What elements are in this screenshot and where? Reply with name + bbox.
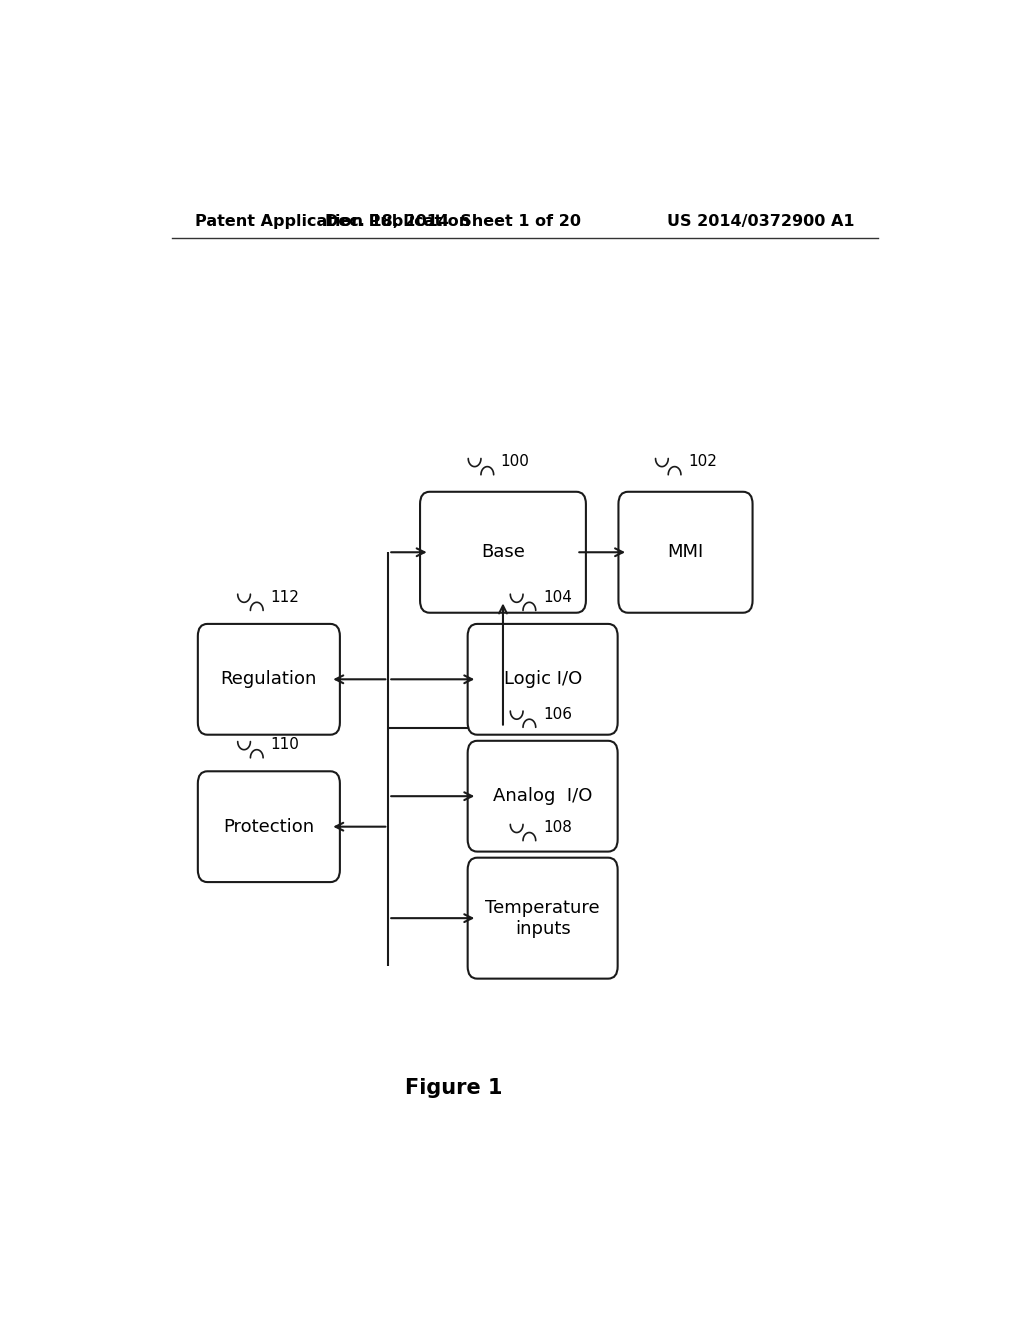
Text: 102: 102 — [688, 454, 717, 469]
Text: 106: 106 — [543, 706, 571, 722]
Text: Analog  I/O: Analog I/O — [493, 787, 592, 805]
FancyBboxPatch shape — [468, 741, 617, 851]
Text: Temperature
inputs: Temperature inputs — [485, 899, 600, 937]
Text: Dec. 18, 2014  Sheet 1 of 20: Dec. 18, 2014 Sheet 1 of 20 — [326, 214, 582, 228]
FancyBboxPatch shape — [198, 771, 340, 882]
Text: MMI: MMI — [668, 544, 703, 561]
Text: Logic I/O: Logic I/O — [504, 671, 582, 688]
Text: Protection: Protection — [223, 817, 314, 836]
Text: US 2014/0372900 A1: US 2014/0372900 A1 — [667, 214, 854, 228]
FancyBboxPatch shape — [420, 492, 586, 612]
FancyBboxPatch shape — [198, 624, 340, 735]
FancyBboxPatch shape — [618, 492, 753, 612]
Text: 100: 100 — [501, 454, 529, 469]
Text: Regulation: Regulation — [221, 671, 317, 688]
FancyBboxPatch shape — [468, 858, 617, 978]
Text: Patent Application Publication: Patent Application Publication — [196, 214, 471, 228]
Text: 110: 110 — [270, 737, 299, 752]
FancyBboxPatch shape — [468, 624, 617, 735]
Text: 104: 104 — [543, 590, 571, 605]
Text: Base: Base — [481, 544, 525, 561]
Text: 112: 112 — [270, 590, 299, 605]
Text: Figure 1: Figure 1 — [404, 1078, 502, 1098]
Text: 108: 108 — [543, 820, 571, 836]
